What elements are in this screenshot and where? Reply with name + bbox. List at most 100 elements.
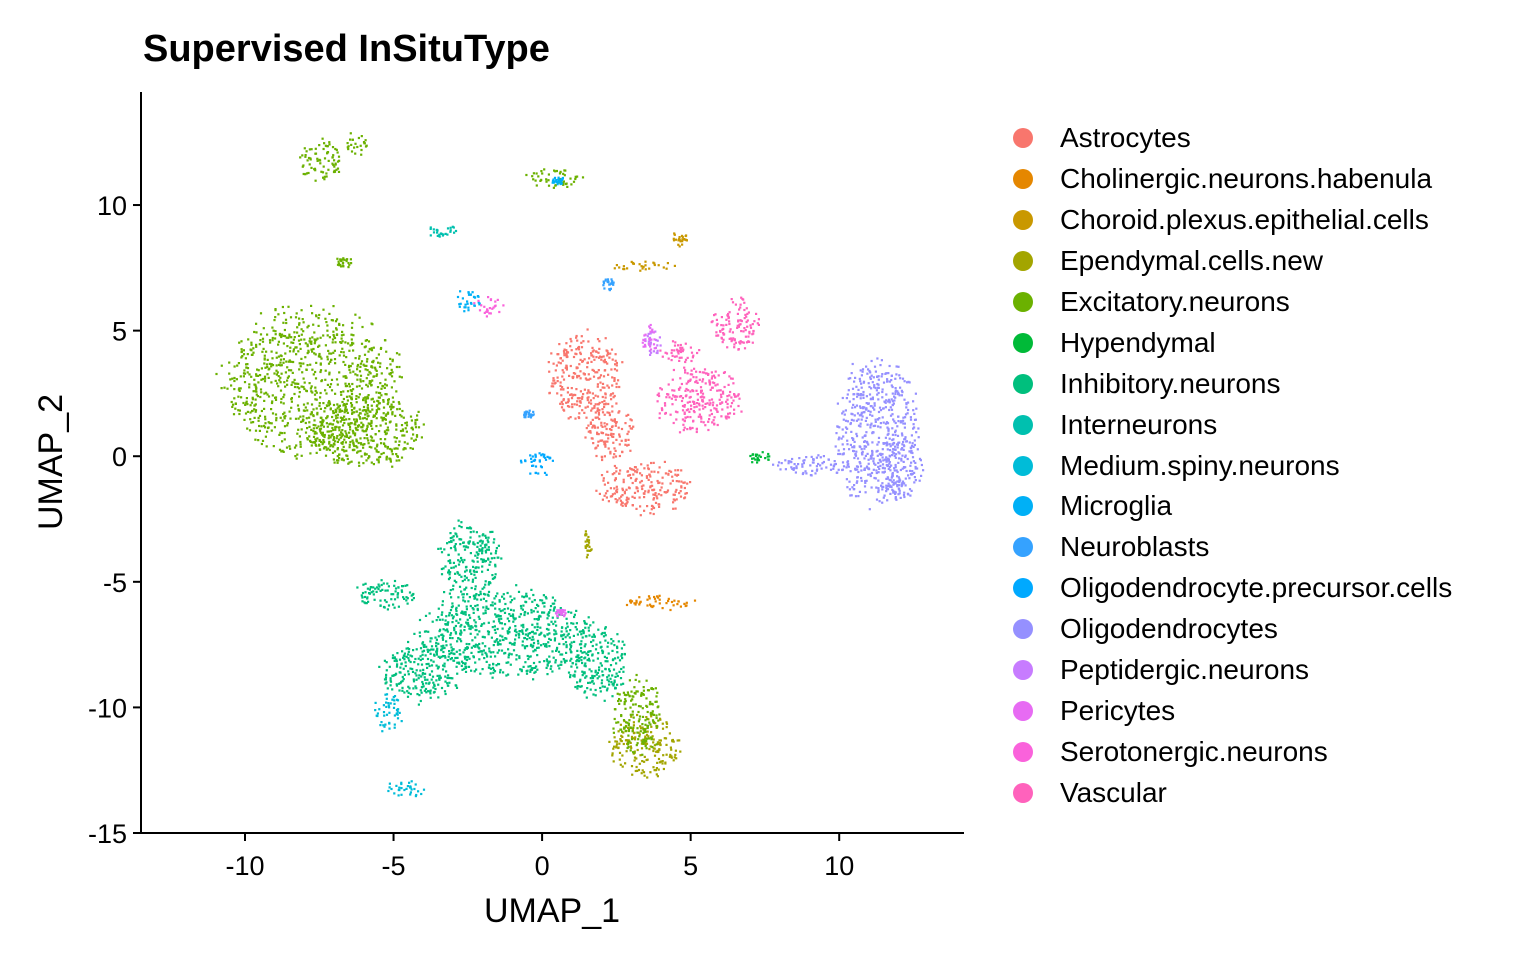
legend-label: Medium.spiny.neurons: [1060, 449, 1340, 481]
y-tick-label: -15: [88, 819, 127, 849]
point-cluster: [584, 530, 593, 559]
point-cluster: [429, 225, 458, 238]
legend-dot-icon: [1013, 169, 1033, 190]
legend-label: Choroid.plexus.epithelial.cells: [1060, 204, 1429, 236]
legend-item: Medium.spiny.neurons: [1008, 445, 1452, 486]
point-cluster: [547, 328, 624, 421]
legend-dot-icon: [1013, 496, 1033, 517]
series-neuroblasts: [523, 278, 615, 419]
axes-layer: [140, 92, 964, 834]
point-cluster: [525, 168, 585, 189]
point-cluster: [519, 452, 554, 476]
point-cluster: [473, 296, 505, 318]
legend-label: Astrocytes: [1060, 122, 1191, 154]
point-cluster: [374, 693, 403, 733]
legend-dot-icon: [1013, 332, 1033, 353]
legend-item: Vascular: [1008, 772, 1452, 813]
point-cluster: [387, 780, 426, 798]
series-ependymal-cells-new: [584, 530, 682, 779]
legend-dot-icon: [1013, 619, 1033, 640]
point-cluster: [437, 519, 503, 602]
point-cluster: [877, 440, 925, 500]
legend-item: Peptidergic.neurons: [1008, 650, 1452, 691]
ticks-layer: -10 -5 0 5 10 10 5 0 -5 -10 -15: [88, 191, 854, 881]
legend-dot-icon: [1013, 414, 1033, 435]
x-tick-label: 5: [683, 851, 698, 881]
point-cluster: [215, 304, 403, 460]
legend-dot-icon: [1013, 660, 1033, 681]
legend: Astrocytes Cholinergic.neurons.habenula Ch…: [1008, 118, 1452, 813]
legend-item: Oligodendrocytes: [1008, 609, 1452, 650]
series-serotonergic-neurons: [473, 296, 505, 318]
point-cluster: [656, 366, 743, 434]
point-cluster: [612, 673, 661, 756]
x-axis-title: UMAP_1: [484, 892, 620, 930]
legend-label: Interneurons: [1060, 408, 1218, 440]
legend-dot-icon: [1013, 741, 1033, 762]
point-cluster: [644, 330, 662, 356]
point-cluster: [672, 232, 688, 248]
x-tick-label: -10: [225, 851, 264, 881]
point-cluster: [523, 409, 535, 419]
legend-dot-icon: [1013, 292, 1033, 312]
legend-item: Astrocytes: [1008, 118, 1452, 159]
point-cluster: [613, 260, 676, 272]
legend-label: Ependymal.cells.new: [1060, 245, 1324, 277]
point-cluster: [306, 393, 425, 468]
series-choroid-plexus-epithelial-cells: [613, 232, 688, 272]
point-cluster: [413, 584, 600, 681]
series-microglia: [456, 176, 564, 313]
legend-dot-icon: [1013, 128, 1033, 149]
legend-label: Oligodendrocytes: [1060, 613, 1278, 645]
legend-item: Ependymal.cells.new: [1008, 241, 1452, 282]
x-tick-label: -5: [382, 851, 406, 881]
legend-item: Interneurons: [1008, 404, 1452, 445]
series-peptidergic-neurons: [644, 330, 662, 356]
y-axis-title: UMAP_2: [32, 394, 70, 530]
point-cluster: [346, 132, 368, 156]
legend-dot-icon: [1013, 782, 1033, 803]
legend-item: Microglia: [1008, 486, 1452, 527]
legend-label: Serotonergic.neurons: [1060, 735, 1328, 767]
series-hypendymal: [749, 451, 771, 464]
point-cluster: [565, 626, 626, 702]
point-cluster: [625, 594, 697, 612]
legend-dot-icon: [1013, 537, 1033, 558]
series-astrocytes: [547, 328, 692, 517]
series-oligodendrocyte-precursor-cells: [519, 452, 554, 476]
point-cluster: [834, 357, 920, 511]
point-cluster: [595, 460, 692, 517]
legend-dot-icon: [1013, 455, 1033, 476]
chart-title: Supervised InSituType: [143, 28, 550, 70]
legend-item: Oligodendrocyte.precursor.cells: [1008, 568, 1452, 609]
y-tick-label: 5: [112, 317, 127, 347]
legend-label: Peptidergic.neurons: [1060, 654, 1310, 686]
series-oligodendrocytes: [772, 357, 925, 511]
legend-dot-icon: [1013, 251, 1033, 272]
legend-dot-icon: [1013, 578, 1033, 599]
legend-label: Cholinergic.neurons.habenula: [1060, 163, 1433, 195]
series-vascular: [656, 296, 760, 434]
point-cluster: [749, 451, 771, 464]
series-inhibitory-neurons: [356, 519, 626, 706]
series-cholinergic-neurons-habenula: [625, 594, 697, 612]
legend-dot-icon: [1013, 700, 1033, 721]
point-cluster: [378, 637, 471, 706]
y-tick-label: 10: [97, 191, 127, 221]
legend-item: Inhibitory.neurons: [1008, 363, 1452, 404]
legend-item: Cholinergic.neurons.habenula: [1008, 159, 1452, 200]
legend-label: Microglia: [1060, 490, 1173, 522]
point-cluster: [602, 278, 615, 292]
legend-label: Oligodendrocyte.precursor.cells: [1060, 572, 1453, 604]
y-tick-label: 0: [112, 442, 127, 472]
y-tick-label: -10: [88, 693, 127, 723]
point-cluster: [456, 290, 481, 313]
x-tick-label: 0: [535, 851, 550, 881]
legend-label: Hypendymal: [1060, 326, 1216, 358]
point-cluster: [772, 454, 850, 477]
legend-item: Hypendymal: [1008, 322, 1452, 363]
point-cluster: [551, 176, 564, 186]
legend-item: Excitatory.neurons: [1008, 282, 1452, 323]
series-excitatory-neurons: [215, 132, 661, 756]
